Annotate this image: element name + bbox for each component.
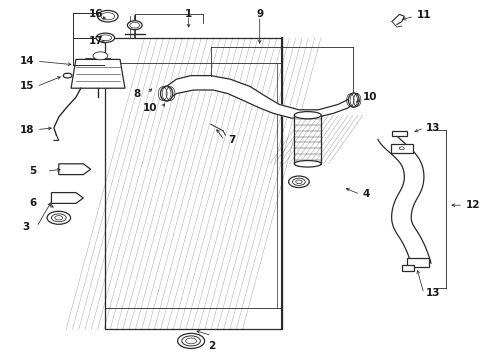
Ellipse shape — [348, 93, 359, 107]
Ellipse shape — [47, 211, 71, 224]
Text: 10: 10 — [143, 103, 158, 113]
Text: 13: 13 — [426, 288, 441, 298]
Polygon shape — [392, 131, 407, 136]
Polygon shape — [105, 38, 282, 329]
Text: 13: 13 — [426, 123, 441, 133]
Text: 15: 15 — [20, 81, 34, 91]
Ellipse shape — [177, 333, 205, 348]
Ellipse shape — [294, 112, 321, 119]
Polygon shape — [294, 115, 321, 164]
Text: 10: 10 — [363, 92, 377, 102]
Text: 5: 5 — [29, 166, 37, 176]
Polygon shape — [51, 193, 83, 203]
Text: 18: 18 — [20, 125, 34, 135]
Ellipse shape — [127, 21, 142, 30]
Ellipse shape — [96, 33, 115, 42]
Text: 1: 1 — [185, 9, 192, 19]
Text: 2: 2 — [208, 341, 215, 351]
Polygon shape — [59, 164, 91, 175]
Text: 17: 17 — [89, 36, 104, 46]
Text: 7: 7 — [228, 135, 235, 145]
Polygon shape — [391, 144, 413, 153]
Polygon shape — [407, 258, 429, 267]
Ellipse shape — [98, 10, 118, 22]
Ellipse shape — [93, 52, 108, 60]
Polygon shape — [71, 59, 125, 88]
Text: 16: 16 — [89, 9, 104, 19]
Polygon shape — [402, 265, 414, 271]
Ellipse shape — [161, 86, 172, 101]
Text: 12: 12 — [466, 200, 480, 210]
Text: 14: 14 — [20, 56, 34, 66]
Ellipse shape — [63, 73, 72, 78]
Text: 6: 6 — [29, 198, 37, 208]
Polygon shape — [378, 134, 431, 266]
Ellipse shape — [294, 161, 321, 167]
Text: 9: 9 — [256, 9, 263, 19]
Text: 4: 4 — [363, 189, 370, 199]
Ellipse shape — [289, 176, 309, 188]
Text: 3: 3 — [22, 222, 29, 232]
Polygon shape — [167, 76, 358, 118]
Text: 11: 11 — [416, 10, 431, 20]
Text: 8: 8 — [134, 89, 141, 99]
